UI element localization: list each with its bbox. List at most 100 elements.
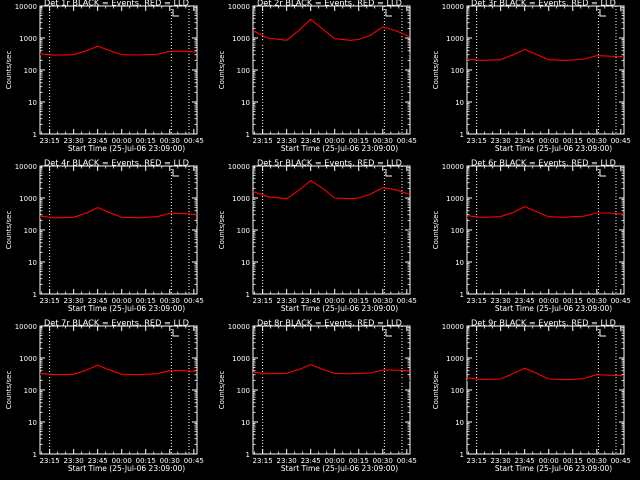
x-axis-label: Start Time (25-Jul-06 23:09:00) xyxy=(281,144,398,153)
y-axis-label: Counts/sec xyxy=(432,51,440,90)
x-tick-label: 23:45 xyxy=(301,297,321,305)
y-tick-label: 100 xyxy=(451,387,464,395)
x-tick-label: 23:45 xyxy=(88,137,108,145)
x-tick-label: 00:15 xyxy=(136,457,156,465)
x-tick-label: 23:15 xyxy=(467,137,487,145)
x-tick-label: 00:30 xyxy=(373,137,393,145)
chart-title: Det 7r BLACK = Events, RED = LLD xyxy=(44,318,189,328)
corner-marker xyxy=(599,329,606,337)
y-tick-label: 10000 xyxy=(228,3,250,11)
plot-frame xyxy=(252,165,411,295)
panel-det-6: Det 6r BLACK = Events, RED = LLD 1 10 100 10… xyxy=(432,158,631,314)
panel-det-9: Det 9r BLACK = Events, RED = LLD 1 10 100 10… xyxy=(432,318,631,474)
x-tick-label: 23:15 xyxy=(253,137,273,145)
y-axis-label: Counts/sec xyxy=(5,211,13,250)
x-tick-label: 00:45 xyxy=(611,137,631,145)
y-axis-label: Counts/sec xyxy=(218,51,226,90)
panel-det-7: Det 7r BLACK = Events, RED = LLD 1 10 100 10… xyxy=(5,318,204,474)
x-tick-label: 23:30 xyxy=(277,297,297,305)
y-tick-label: 100 xyxy=(237,387,250,395)
x-axis-label: Start Time (25-Jul-06 23:09:00) xyxy=(495,144,612,153)
events-series-line xyxy=(466,216,625,229)
x-tick-label: 00:30 xyxy=(587,137,607,145)
plot-frame xyxy=(466,5,625,135)
x-axis-label: Start Time (25-Jul-06 23:09:00) xyxy=(281,464,398,473)
corner-marker xyxy=(172,169,179,177)
x-tick-label: 00:30 xyxy=(373,457,393,465)
x-tick-label: 23:30 xyxy=(64,137,84,145)
corner-marker xyxy=(172,329,179,337)
corner-marker xyxy=(385,329,392,337)
x-tick-label: 00:30 xyxy=(160,137,180,145)
y-tick-label: 1000 xyxy=(19,195,37,203)
y-tick-label: 10 xyxy=(28,99,37,107)
chart-title: Det 9r BLACK = Events, RED = LLD xyxy=(471,318,616,328)
x-axis-label: Start Time (25-Jul-06 23:09:00) xyxy=(68,304,185,313)
y-tick-label: 10 xyxy=(241,99,250,107)
chart-title: Det 3r BLACK = Events, RED = LLD xyxy=(471,0,616,8)
x-tick-label: 23:30 xyxy=(64,457,84,465)
y-axis-label: Counts/sec xyxy=(432,211,440,250)
panel-det-1: Det 1r BLACK = Events, RED = LLD 1 10 100 10… xyxy=(5,0,204,153)
corner-marker xyxy=(385,169,392,177)
plot-frame xyxy=(39,5,198,135)
y-tick-label: 1 xyxy=(33,451,37,459)
y-tick-label: 10 xyxy=(455,259,464,267)
panel-det-4: Det 4r BLACK = Events, RED = LLD 1 10 100 10… xyxy=(5,158,204,314)
x-tick-label: 00:15 xyxy=(563,137,583,145)
x-tick-label: 23:45 xyxy=(88,297,108,305)
y-axis-label: Counts/sec xyxy=(218,371,226,410)
chart-title: Det 5r BLACK = Events, RED = LLD xyxy=(257,158,402,168)
corner-marker xyxy=(385,9,392,17)
x-axis-label: Start Time (25-Jul-06 23:09:00) xyxy=(68,144,185,153)
plot-frame xyxy=(39,325,198,455)
x-tick-label: 23:30 xyxy=(491,137,511,145)
y-tick-label: 100 xyxy=(237,227,250,235)
y-tick-label: 100 xyxy=(451,67,464,75)
x-tick-label: 00:00 xyxy=(539,137,559,145)
x-tick-label: 00:30 xyxy=(587,457,607,465)
x-tick-label: 00:15 xyxy=(563,457,583,465)
x-tick-label: 00:15 xyxy=(349,137,369,145)
plot-frame xyxy=(466,165,625,295)
lld-series-line xyxy=(466,367,625,381)
plot-frame xyxy=(252,325,411,455)
x-tick-label: 00:45 xyxy=(397,297,417,305)
y-axis-label: Counts/sec xyxy=(5,51,13,90)
x-axis-label: Start Time (25-Jul-06 23:09:00) xyxy=(68,464,185,473)
x-tick-label: 23:30 xyxy=(491,297,511,305)
x-tick-label: 23:45 xyxy=(301,457,321,465)
y-axis-label: Counts/sec xyxy=(5,371,13,410)
plot-frame xyxy=(466,325,625,455)
x-tick-label: 23:30 xyxy=(491,457,511,465)
x-tick-label: 23:45 xyxy=(515,297,535,305)
lld-series-line xyxy=(252,180,411,200)
x-tick-label: 00:15 xyxy=(349,297,369,305)
chart-title: Det 8r BLACK = Events, RED = LLD xyxy=(257,318,402,328)
lld-series-line xyxy=(39,364,198,376)
y-tick-label: 1000 xyxy=(19,355,37,363)
y-tick-label: 1 xyxy=(460,131,464,139)
corner-marker xyxy=(599,169,606,177)
y-tick-label: 10 xyxy=(241,419,250,427)
chart-title: Det 4r BLACK = Events, RED = LLD xyxy=(44,158,189,168)
y-tick-label: 10000 xyxy=(15,163,37,171)
x-tick-label: 00:00 xyxy=(112,457,132,465)
y-tick-label: 10 xyxy=(241,259,250,267)
x-tick-label: 23:30 xyxy=(277,137,297,145)
x-tick-label: 00:15 xyxy=(136,137,156,145)
x-tick-label: 00:00 xyxy=(539,297,559,305)
x-tick-label: 23:45 xyxy=(301,137,321,145)
x-tick-label: 00:30 xyxy=(160,457,180,465)
lld-series-line xyxy=(39,45,198,56)
y-tick-label: 1 xyxy=(33,291,37,299)
y-tick-label: 1 xyxy=(460,451,464,459)
x-tick-label: 00:45 xyxy=(611,457,631,465)
y-tick-label: 1 xyxy=(246,451,250,459)
lld-series-line xyxy=(252,364,411,375)
y-tick-label: 1 xyxy=(33,131,37,139)
y-tick-label: 1000 xyxy=(446,195,464,203)
x-tick-label: 00:15 xyxy=(136,297,156,305)
x-tick-label: 00:00 xyxy=(325,297,345,305)
y-tick-label: 1 xyxy=(460,291,464,299)
